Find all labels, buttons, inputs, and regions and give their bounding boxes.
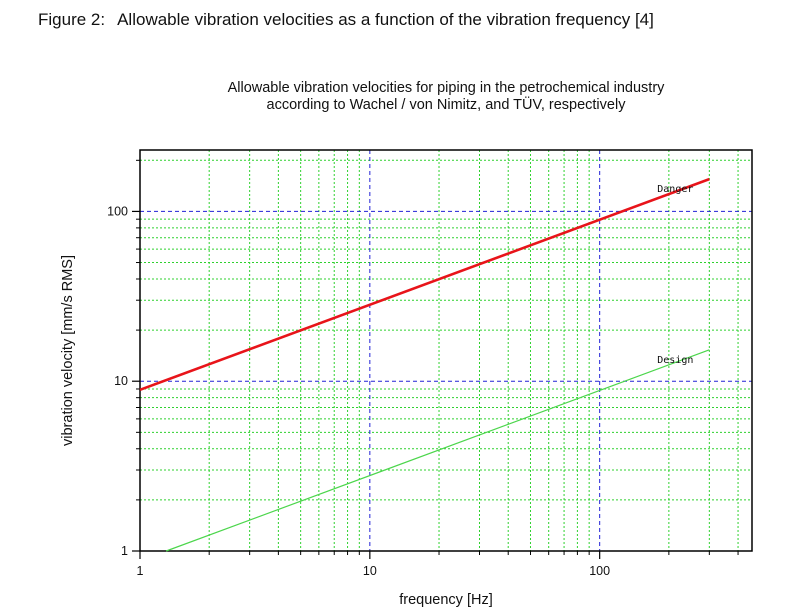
x-axis-label: frequency [Hz] <box>399 592 493 608</box>
series-labels: Danger Design <box>657 184 693 366</box>
figure-caption-text: Allowable vibration velocities as a func… <box>117 10 654 29</box>
major-grid <box>140 150 752 551</box>
series-label-danger: Danger <box>657 184 693 195</box>
series-line-danger <box>139 177 710 392</box>
y-tick-label: 1 <box>121 544 128 558</box>
chart-title-line-2: according to Wachel / von Nimitz, and TÜ… <box>266 97 626 113</box>
x-tick-label: 100 <box>589 564 610 578</box>
y-axis-label: vibration velocity [mm/s RMS] <box>60 255 76 446</box>
x-tick-label: 10 <box>363 564 377 578</box>
plot-frame <box>139 149 753 552</box>
figure-number: Figure 2: <box>38 10 106 29</box>
minor-grid <box>140 150 752 551</box>
series-label-design: Design <box>657 355 693 366</box>
series-line-design <box>165 349 710 552</box>
tick-labels: 1 10 100 1 10 100 <box>107 204 610 578</box>
y-tick-label: 100 <box>107 204 128 218</box>
x-tick-label: 1 <box>137 564 144 578</box>
figure-caption: Figure 2: Allowable vibration velocities … <box>38 10 654 30</box>
axis-ticks <box>132 159 739 559</box>
chart-title-line-1: Allowable vibration velocities for pipin… <box>227 80 665 96</box>
y-tick-label: 10 <box>114 374 128 388</box>
series-lines <box>139 177 710 552</box>
